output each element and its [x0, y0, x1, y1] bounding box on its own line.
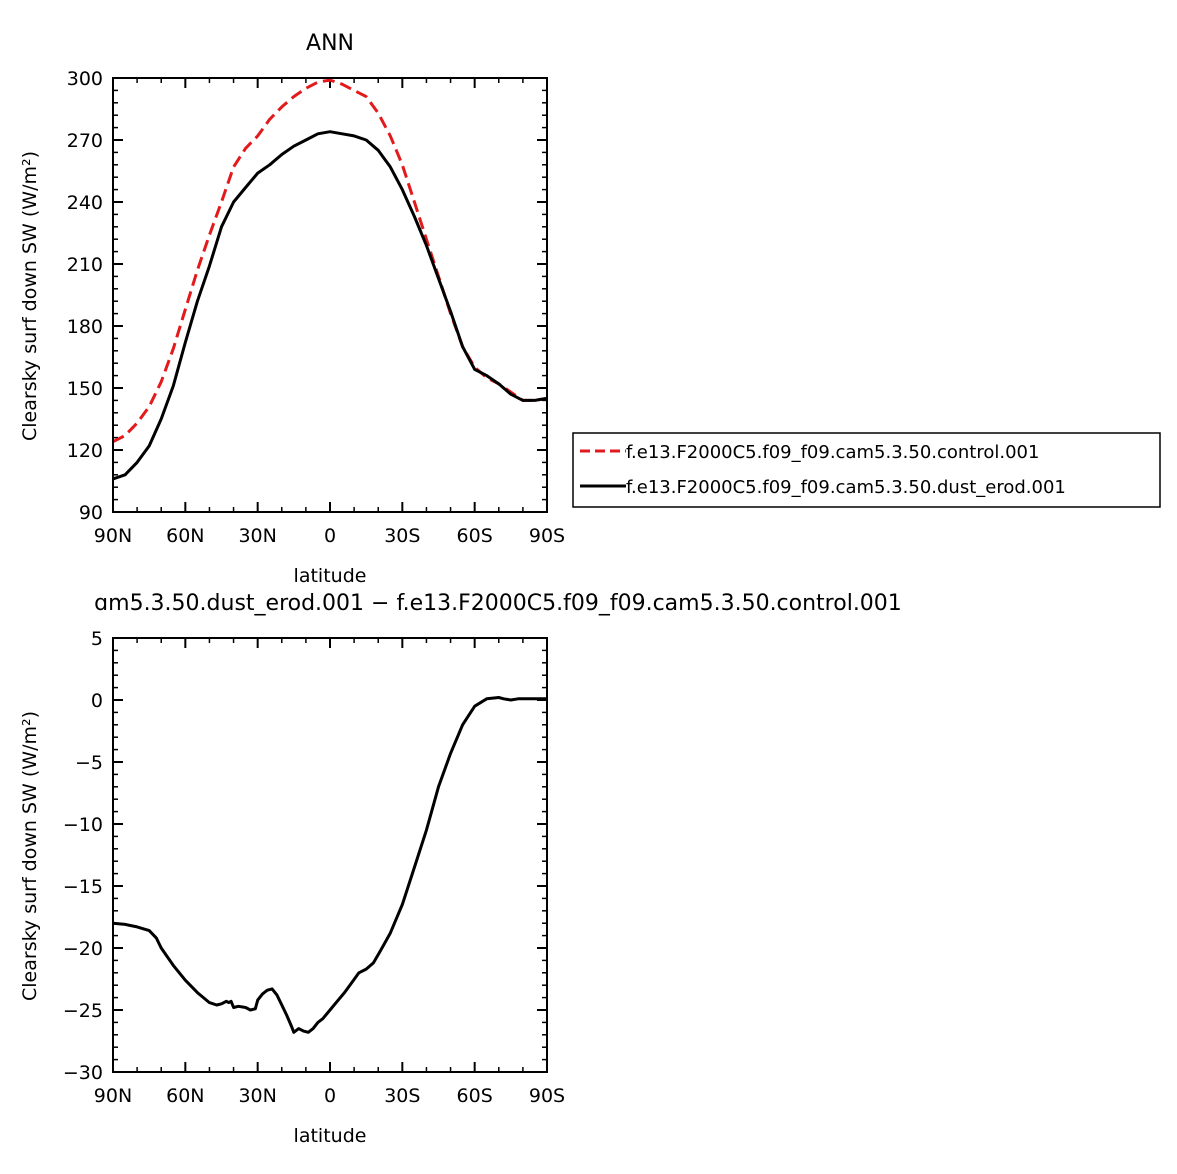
top-xtick-label: 90N — [94, 525, 132, 547]
bottom-ytick-label: −10 — [63, 814, 103, 836]
top-xtick-label: 60S — [457, 525, 493, 547]
legend-label-dust: f.e13.F2000C5.f09_f09.cam5.3.50.dust_ero… — [626, 477, 1066, 498]
top-chart-frame — [112, 77, 548, 513]
bottom-xtick-label: 90N — [94, 1085, 132, 1107]
top-chart: ANN Clearsky surf down SW (W/m²) latitud… — [19, 31, 565, 587]
bottom-chart-xlabel: latitude — [294, 1125, 367, 1147]
bottom-series-line-0 — [112, 696, 547, 1034]
top-xtick-label: 60N — [166, 525, 204, 547]
bottom-chart-series — [112, 696, 547, 1034]
bottom-xtick-label: 30S — [384, 1085, 420, 1107]
legend: f.e13.F2000C5.f09_f09.cam5.3.50.control.… — [572, 432, 1161, 508]
legend-box — [572, 432, 1161, 508]
top-chart-series — [112, 78, 548, 481]
bottom-ytick-label: −25 — [63, 1000, 103, 1022]
bottom-ytick-label: 5 — [91, 628, 103, 650]
top-ytick-label: 300 — [67, 68, 103, 90]
bottom-ytick-label: −5 — [75, 752, 103, 774]
bottom-chart-frame — [112, 637, 548, 1073]
top-ytick-label: 270 — [67, 130, 103, 152]
top-chart-xlabel: latitude — [294, 565, 367, 587]
top-xtick-label: 0 — [324, 525, 336, 547]
bottom-chart: ɑm5.3.50.dust_erod.001 − f.e13.F2000C5.f… — [19, 591, 902, 1147]
top-series-line-1 — [112, 130, 548, 481]
top-ytick-label: 90 — [79, 502, 103, 524]
top-chart-ylabel: Clearsky surf down SW (W/m²) — [19, 151, 41, 441]
bottom-xtick-label: 90S — [529, 1085, 565, 1107]
top-xtick-label: 30S — [384, 525, 420, 547]
top-chart-axes: 90N 60N 30N 0 30S 60S 90S 90 120 150 180 210 240 270 3… — [67, 68, 565, 547]
top-xtick-label: 30N — [238, 525, 276, 547]
top-ytick-label: 180 — [67, 316, 103, 338]
top-chart-title: ANN — [306, 31, 354, 56]
top-series-line-0 — [112, 78, 548, 444]
bottom-ytick-label: −30 — [63, 1062, 103, 1084]
bottom-xtick-label: 30N — [238, 1085, 276, 1107]
bottom-ytick-label: 0 — [91, 690, 103, 712]
top-ytick-label: 150 — [67, 378, 103, 400]
bottom-ytick-label: −15 — [63, 876, 103, 898]
bottom-xtick-label: 60N — [166, 1085, 204, 1107]
bottom-chart-title: ɑm5.3.50.dust_erod.001 − f.e13.F2000C5.f… — [94, 591, 902, 616]
bottom-chart-axes: 90N 60N 30N 0 30S 60S 90S −30 −25 −20 −15 −10 −5 0 5 — [63, 628, 565, 1107]
top-xtick-label: 90S — [529, 525, 565, 547]
bottom-xtick-label: 0 — [324, 1085, 336, 1107]
bottom-xtick-label: 60S — [457, 1085, 493, 1107]
top-ytick-label: 120 — [67, 440, 103, 462]
top-ytick-label: 240 — [67, 192, 103, 214]
bottom-chart-ylabel: Clearsky surf down SW (W/m²) — [19, 711, 41, 1001]
legend-label-control: f.e13.F2000C5.f09_f09.cam5.3.50.control.… — [626, 442, 1039, 463]
top-ytick-label: 210 — [67, 254, 103, 276]
bottom-ytick-label: −20 — [63, 938, 103, 960]
